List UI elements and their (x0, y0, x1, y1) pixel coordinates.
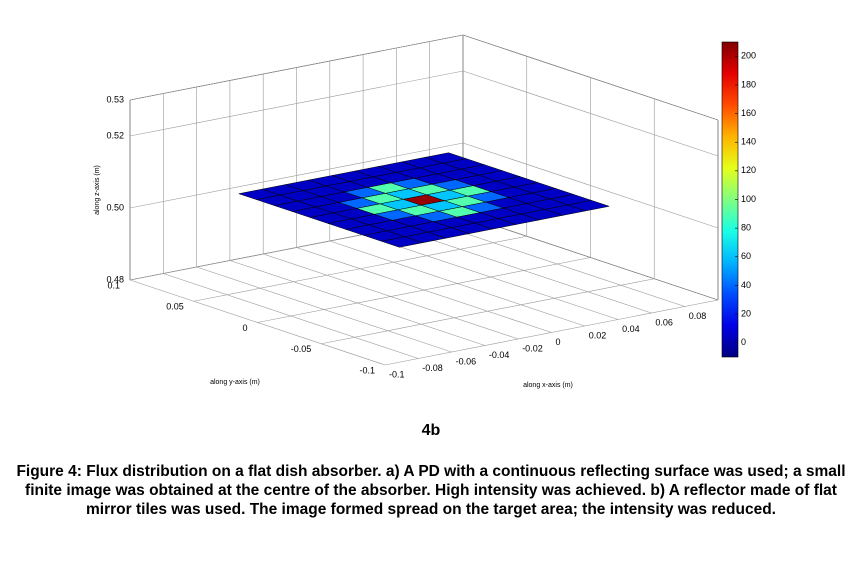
x-tick-label: -0.04 (489, 350, 510, 360)
x-tick-label: -0.1 (389, 369, 405, 379)
y-tick-label: 0.1 (107, 280, 120, 290)
x-tick-label: -0.08 (422, 363, 443, 373)
colorbar-tick-label: 100 (741, 194, 756, 204)
y-axis-label: along y-axis (m) (210, 379, 260, 386)
x-tick-label: -0.02 (522, 343, 543, 353)
colorbar-tick-label: 180 (741, 79, 756, 89)
x-tick-label: 0.04 (622, 324, 640, 334)
z-tick-label: 0.50 (106, 202, 124, 212)
y-tick-label: -0.05 (291, 344, 312, 354)
colorbar-tick-label: 140 (741, 137, 756, 147)
x-tick-label: 0.06 (655, 317, 673, 327)
grid-line (321, 278, 655, 345)
caption: Figure 4: Flux distribution on a flat di… (16, 463, 846, 518)
x-tick-label: 0.02 (589, 330, 607, 340)
z-tick-label: 0.53 (106, 94, 124, 104)
z-axis-label: along z-axis (m) (94, 165, 101, 215)
colorbar-tick-label: 40 (741, 280, 751, 290)
z-tick-label: 0.52 (106, 130, 124, 140)
y-tick-label: 0 (242, 323, 247, 333)
x-axis-label: along x-axis (m) (523, 382, 573, 389)
colorbar-tick-label: 120 (741, 165, 756, 175)
colorbar-tick-label: 200 (741, 51, 756, 61)
colorbar-tick-label: 20 (741, 308, 751, 318)
grid-line (257, 257, 591, 323)
z-tick-label: 0.48 (106, 274, 124, 284)
colorbar-tick-label: 60 (741, 251, 751, 261)
colorbar-tick-label: 160 (741, 108, 756, 118)
grid-line (384, 299, 719, 366)
y-tick-label: 0.05 (166, 302, 184, 312)
panel-label: 4b (421, 422, 441, 439)
x-tick-label: 0 (556, 337, 561, 347)
surface-tile (567, 200, 611, 212)
colorbar-tick-label: 0 (741, 337, 746, 347)
chart: along z-axis (m) along y-axis (m) along … (94, 34, 756, 389)
y-tick-label: -0.1 (359, 365, 375, 375)
colorbar-tick-label: 80 (741, 223, 751, 233)
x-tick-label: -0.06 (456, 356, 477, 366)
grid-line (193, 235, 527, 302)
x-tick-label: 0.08 (689, 311, 707, 321)
